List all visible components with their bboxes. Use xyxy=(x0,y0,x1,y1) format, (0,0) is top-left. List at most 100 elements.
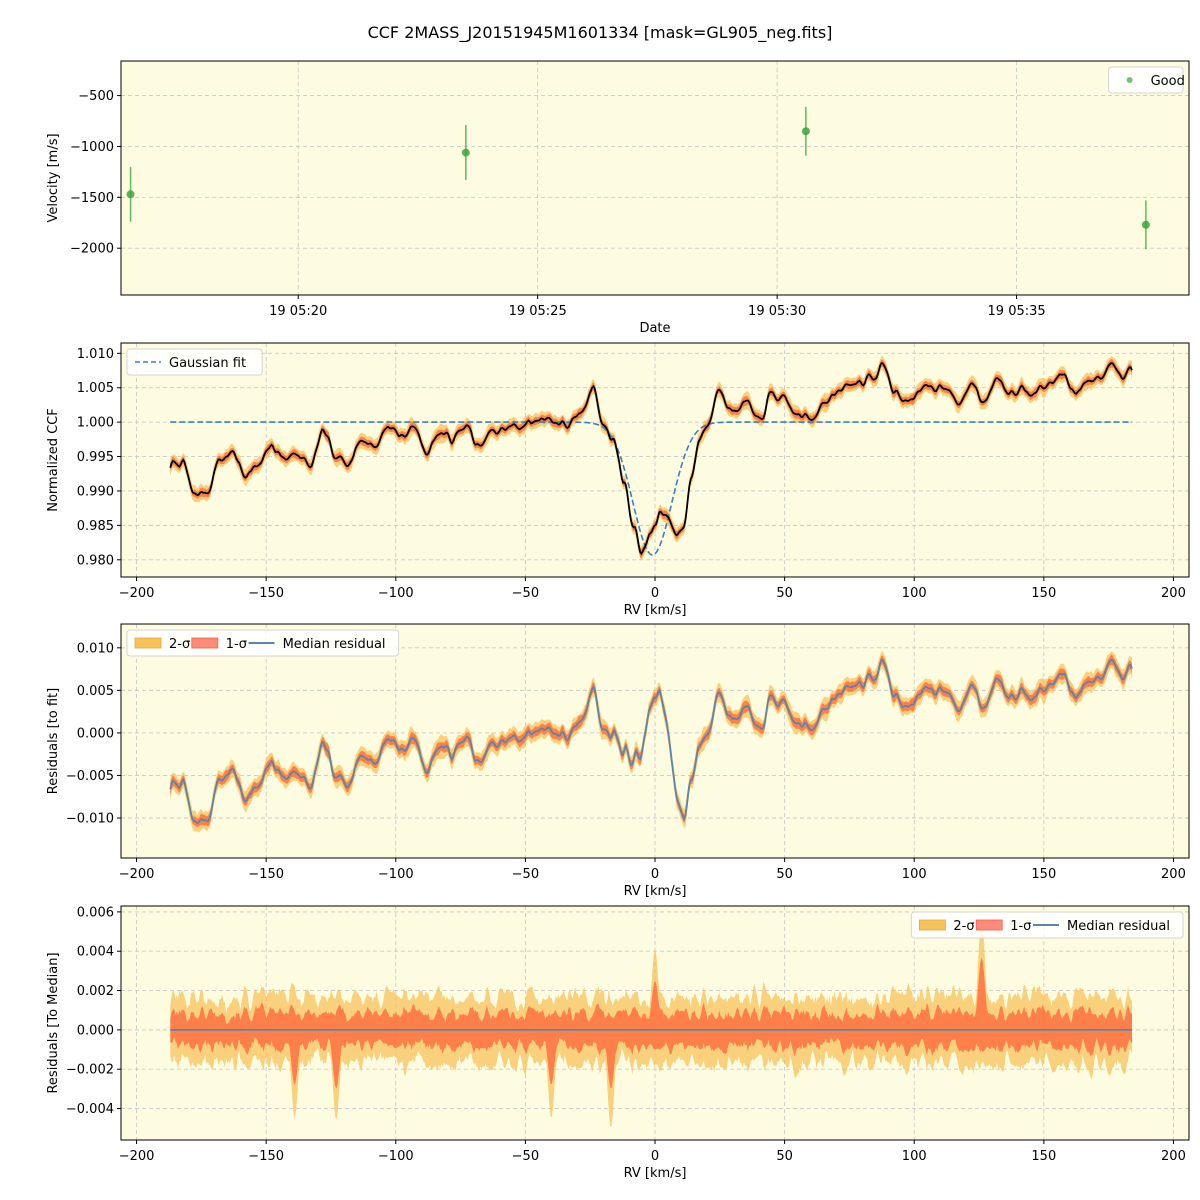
y-tick-label: 0.002 xyxy=(77,984,114,999)
legend-swatch-good xyxy=(1126,77,1133,83)
data-point-good xyxy=(461,148,470,157)
x-tick-label: 100 xyxy=(902,586,927,601)
y-tick-label: 0.985 xyxy=(77,519,114,534)
legend-label: 2-σ xyxy=(953,919,974,934)
residuals-fit-panel: −200 −150 −100 −50 0 50 100 150 200 −0.010 −0.005 0… xyxy=(46,623,1190,899)
x-axis-label: RV [km/s] xyxy=(624,884,687,899)
legend: Good xyxy=(1108,66,1185,94)
y-tick-label: 0.010 xyxy=(77,641,114,656)
y-tick-label: 0.990 xyxy=(77,484,114,499)
legend-label: 1-σ xyxy=(226,637,247,652)
x-axis-label: Date xyxy=(639,321,670,336)
data-point-good xyxy=(1141,220,1150,229)
x-tick-label: −50 xyxy=(512,586,539,601)
x-tick-label: 19 05:30 xyxy=(748,304,806,319)
x-tick-label: 19 05:35 xyxy=(988,304,1046,319)
residuals-median-panel: −200 −150 −100 −50 0 50 100 150 200 −0.004 −0.002 0… xyxy=(46,905,1190,1181)
legend-label: Median residual xyxy=(1067,919,1170,934)
x-tick-label: 150 xyxy=(1031,1149,1056,1164)
legend: 2-σ 1-σ Median residual xyxy=(910,911,1184,939)
plot-frame xyxy=(120,905,1190,1141)
legend-swatch-2sigma xyxy=(919,919,946,931)
x-tick-label: −50 xyxy=(512,867,539,882)
x-axis-label: RV [km/s] xyxy=(624,603,687,618)
y-tick-label: 0.995 xyxy=(77,450,114,465)
legend-label: 2-σ xyxy=(169,637,190,652)
y-axis-label: Velocity [m/s] xyxy=(46,133,61,222)
data-point-good xyxy=(126,190,135,199)
x-tick-label: −100 xyxy=(378,867,414,882)
plot-background xyxy=(121,61,1189,295)
legend-swatch-1sigma xyxy=(191,637,219,649)
x-tick-label: 0 xyxy=(651,586,659,601)
plot-content xyxy=(169,651,1133,833)
x-tick-label: −150 xyxy=(248,586,284,601)
axis-ticks: −200 −150 −100 −50 0 50 100 150 200 −0.004 −0.002 0… xyxy=(66,905,1186,1164)
x-tick-label: −200 xyxy=(119,867,155,882)
plot-frame xyxy=(120,623,1190,859)
y-tick-label: 0.006 xyxy=(77,905,114,920)
x-tick-label: 150 xyxy=(1031,867,1056,882)
data-point-good xyxy=(801,127,810,136)
x-tick-label: −100 xyxy=(378,586,414,601)
y-axis-label: Normalized CCF xyxy=(46,408,61,512)
legend-label: Gaussian fit xyxy=(169,356,246,371)
legend-label: Good xyxy=(1151,74,1185,89)
legend-box xyxy=(126,348,263,376)
y-tick-label: −0.010 xyxy=(66,812,114,827)
gaussian-fit-line xyxy=(170,421,1132,556)
legend: Gaussian fit xyxy=(126,348,263,376)
legend-box xyxy=(1108,66,1184,94)
x-tick-label: 0 xyxy=(651,1149,659,1164)
plot-frame xyxy=(120,342,1190,578)
x-tick-label: 19 05:25 xyxy=(509,304,567,319)
y-tick-label: 0.000 xyxy=(77,726,114,741)
ccf-panel: −200 −150 −100 −50 0 50 100 150 200 0.980 0.985 0.9… xyxy=(46,342,1190,618)
axis-ticks: 19 05:20 19 05:25 19 05:30 19 05:35 −2000 −15… xyxy=(70,89,1046,319)
y-tick-label: 0.005 xyxy=(77,684,114,699)
median-residual-line xyxy=(169,658,1133,825)
legend-label: 1-σ xyxy=(1010,919,1031,934)
y-tick-label: 1.010 xyxy=(77,347,114,362)
legend-swatch-2sigma xyxy=(134,637,162,649)
y-tick-label: 0.980 xyxy=(77,553,114,568)
median-residual-1sigma-band xyxy=(170,957,1133,1089)
plot-content xyxy=(126,106,1150,250)
x-tick-label: 50 xyxy=(776,1149,793,1164)
x-tick-label: 50 xyxy=(776,586,793,601)
y-tick-label: 1.005 xyxy=(77,381,114,396)
x-tick-label: 100 xyxy=(902,867,927,882)
legend-label: Median residual xyxy=(283,637,386,652)
y-tick-label: −1000 xyxy=(70,140,114,155)
plot-content xyxy=(169,356,1133,561)
figure-title: CCF 2MASS_J20151945M1601334 [mask=GL905_… xyxy=(368,23,833,43)
y-axis-label: Residuals [to fit] xyxy=(46,688,61,794)
plot-frame xyxy=(120,60,1190,296)
x-tick-label: −200 xyxy=(119,1149,155,1164)
x-tick-label: 150 xyxy=(1031,586,1056,601)
x-tick-label: −100 xyxy=(378,1149,414,1164)
y-tick-label: −0.002 xyxy=(66,1063,114,1078)
y-tick-label: 1.000 xyxy=(77,416,114,431)
x-tick-label: −200 xyxy=(119,586,155,601)
x-tick-label: −50 xyxy=(512,1149,539,1164)
legend: 2-σ 1-σ Median residual xyxy=(126,629,400,657)
x-tick-label: 19 05:20 xyxy=(269,304,327,319)
y-axis-label: Residuals [To Median] xyxy=(46,952,61,1093)
x-tick-label: 200 xyxy=(1161,1149,1186,1164)
grid xyxy=(121,61,1189,295)
x-tick-label: 200 xyxy=(1161,586,1186,601)
y-tick-label: −500 xyxy=(78,89,114,104)
y-tick-label: 0.004 xyxy=(77,945,114,960)
y-tick-label: −2000 xyxy=(70,242,114,257)
y-tick-label: −1500 xyxy=(70,191,114,206)
velocity-panel: 19 05:20 19 05:25 19 05:30 19 05:35 −2000 −15… xyxy=(46,60,1190,336)
x-tick-label: 0 xyxy=(651,867,659,882)
y-tick-label: 0.000 xyxy=(77,1023,114,1038)
ccf-line xyxy=(169,362,1133,556)
x-tick-label: −150 xyxy=(248,867,284,882)
y-tick-label: −0.005 xyxy=(66,769,114,784)
axis-ticks: −200 −150 −100 −50 0 50 100 150 200 0.980 0.985 0.9… xyxy=(77,347,1186,601)
x-tick-label: 50 xyxy=(776,867,793,882)
